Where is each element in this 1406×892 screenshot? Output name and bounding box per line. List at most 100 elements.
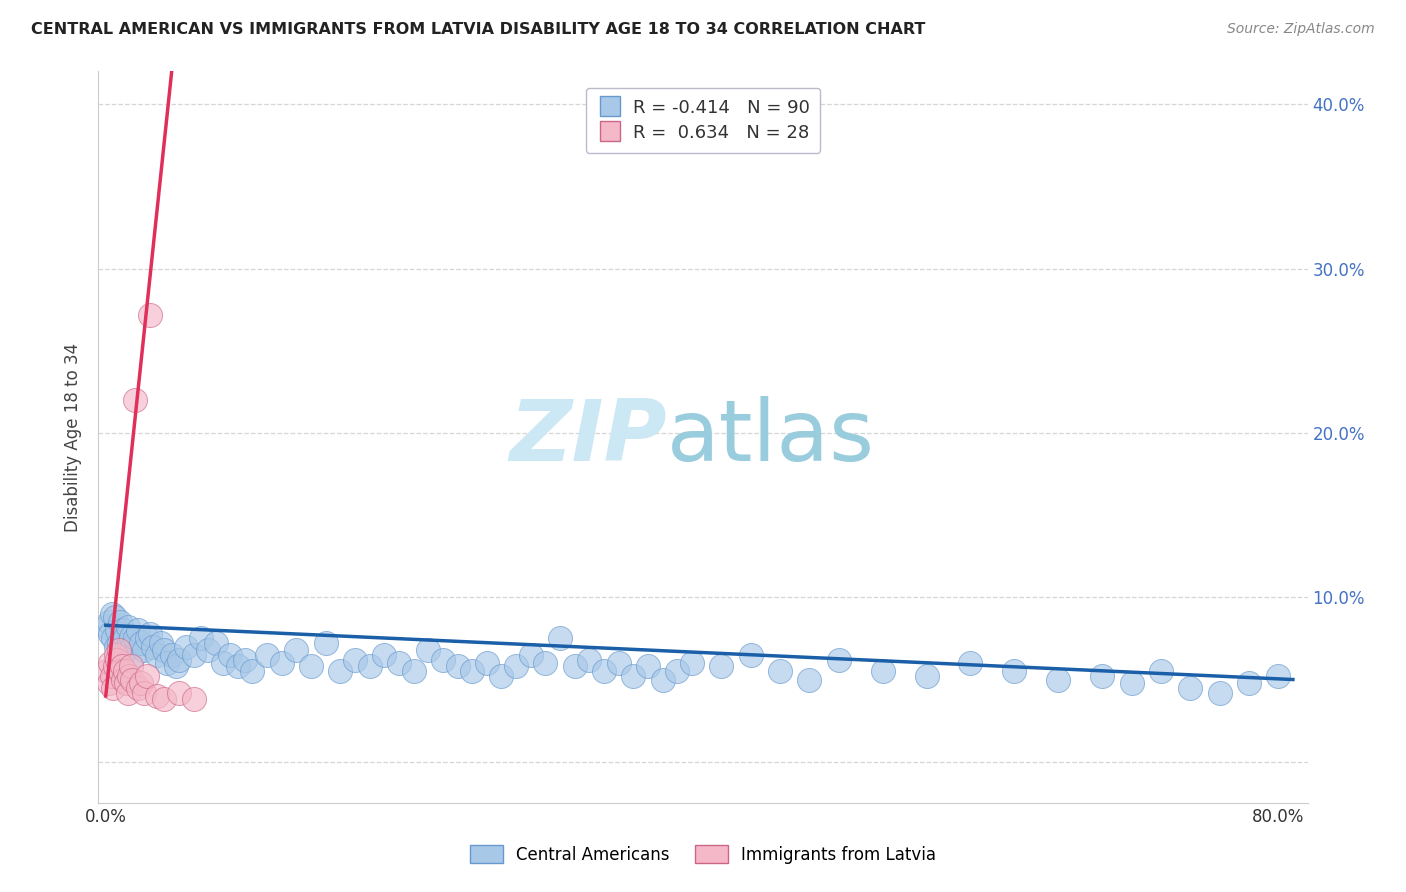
Point — [1180, 681, 1202, 695]
Point — [240, 665, 263, 679]
Point — [129, 636, 152, 650]
Point — [150, 636, 173, 650]
Point — [114, 632, 136, 646]
Point — [121, 673, 143, 687]
Point — [402, 665, 425, 679]
Point — [578, 653, 600, 667]
Point — [97, 615, 120, 629]
Point — [1004, 665, 1026, 679]
Point — [160, 648, 183, 662]
Point — [132, 643, 155, 657]
Point — [1047, 673, 1070, 687]
Point — [343, 653, 366, 667]
Text: Source: ZipAtlas.com: Source: ZipAtlas.com — [1227, 22, 1375, 37]
Point — [329, 665, 352, 679]
Point — [270, 656, 292, 670]
Point — [183, 692, 205, 706]
Point — [101, 681, 124, 695]
Point — [183, 648, 205, 662]
Point — [103, 659, 125, 673]
Point — [142, 640, 165, 654]
Point — [97, 675, 120, 690]
Point — [621, 669, 644, 683]
Point — [138, 308, 160, 322]
Point — [666, 665, 689, 679]
Point — [1121, 675, 1143, 690]
Point — [1091, 669, 1114, 683]
Point — [204, 636, 226, 650]
Point — [432, 653, 454, 667]
Point — [219, 648, 242, 662]
Point — [120, 659, 142, 673]
Point — [127, 681, 149, 695]
Point — [505, 659, 527, 673]
Point — [740, 648, 762, 662]
Point — [132, 686, 155, 700]
Point — [110, 615, 132, 629]
Point — [114, 665, 136, 679]
Y-axis label: Disability Age 18 to 34: Disability Age 18 to 34 — [65, 343, 83, 532]
Point — [461, 665, 484, 679]
Text: ZIP: ZIP — [509, 395, 666, 479]
Point — [107, 653, 129, 667]
Point — [111, 626, 134, 640]
Point — [959, 656, 981, 670]
Point — [105, 648, 128, 662]
Point — [167, 653, 190, 667]
Point — [226, 659, 249, 673]
Point — [121, 640, 143, 654]
Text: atlas: atlas — [666, 395, 875, 479]
Point — [115, 643, 138, 657]
Point — [156, 656, 179, 670]
Point — [872, 665, 894, 679]
Point — [117, 686, 139, 700]
Point — [146, 689, 169, 703]
Point — [98, 656, 121, 670]
Point — [153, 643, 176, 657]
Point — [534, 656, 557, 670]
Point — [111, 659, 134, 673]
Point — [769, 665, 792, 679]
Point — [418, 643, 440, 657]
Point — [124, 632, 146, 646]
Point — [122, 648, 145, 662]
Point — [299, 659, 322, 673]
Point — [117, 620, 139, 634]
Point — [593, 665, 616, 679]
Point — [100, 607, 122, 621]
Legend: R = -0.414   N = 90, R =  0.634   N = 28: R = -0.414 N = 90, R = 0.634 N = 28 — [586, 87, 820, 153]
Point — [96, 620, 118, 634]
Point — [315, 636, 337, 650]
Point — [446, 659, 468, 673]
Point — [1267, 669, 1289, 683]
Point — [190, 632, 212, 646]
Point — [491, 669, 513, 683]
Point — [124, 393, 146, 408]
Point — [564, 659, 586, 673]
Point — [105, 640, 128, 654]
Point — [1237, 675, 1260, 690]
Point — [110, 665, 132, 679]
Point — [548, 632, 571, 646]
Point — [120, 630, 142, 644]
Point — [115, 675, 138, 690]
Point — [799, 673, 821, 687]
Point — [100, 669, 122, 683]
Point — [118, 636, 141, 650]
Point — [118, 669, 141, 683]
Point — [176, 640, 198, 654]
Point — [710, 659, 733, 673]
Point — [165, 659, 187, 673]
Point — [108, 636, 131, 650]
Point — [167, 686, 190, 700]
Point — [388, 656, 411, 670]
Point — [607, 656, 630, 670]
Point — [1208, 686, 1230, 700]
Point — [1150, 665, 1173, 679]
Point — [359, 659, 381, 673]
Point — [233, 653, 256, 667]
Legend: Central Americans, Immigrants from Latvia: Central Americans, Immigrants from Latvi… — [463, 838, 943, 871]
Text: CENTRAL AMERICAN VS IMMIGRANTS FROM LATVIA DISABILITY AGE 18 TO 34 CORRELATION C: CENTRAL AMERICAN VS IMMIGRANTS FROM LATV… — [31, 22, 925, 37]
Point — [285, 643, 308, 657]
Point — [651, 673, 673, 687]
